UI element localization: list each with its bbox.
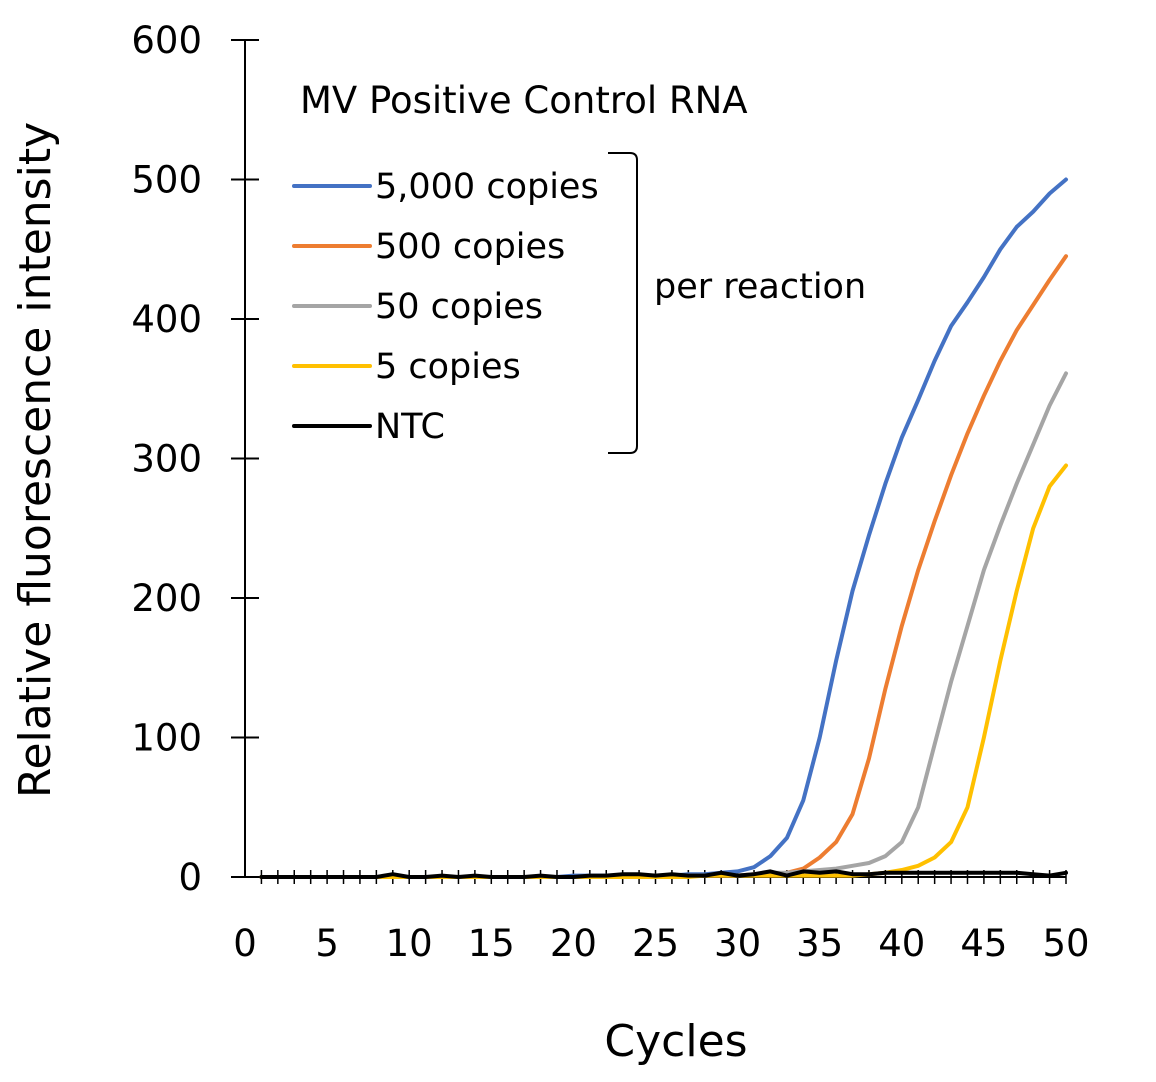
y-tick-label: 500: [131, 159, 202, 202]
chart-title: MV Positive Control RNA: [300, 79, 748, 122]
x-tick-label: 45: [960, 922, 1007, 965]
x-tick-label: 40: [878, 922, 925, 965]
x-tick-label: 5: [315, 922, 339, 965]
x-tick-label: 15: [468, 922, 515, 965]
legend-note: per reaction: [654, 267, 866, 307]
x-tick-label: 10: [386, 922, 433, 965]
y-tick-label: 0: [178, 856, 202, 899]
x-tick-label: 50: [1042, 922, 1089, 965]
x-tick-label: 30: [714, 922, 761, 965]
legend: 5,000 copies 500 copies 50 copies 5 copies N…: [292, 167, 599, 447]
legend-bracket: [608, 152, 638, 454]
legend-label: NTC: [375, 407, 445, 447]
y-tick-label: 200: [131, 577, 202, 620]
axes: 0 100 200 300 400 500 600 0 5 10 15 20 25 30 35 40 45 50: [131, 19, 1089, 965]
x-tick-label: 25: [632, 922, 679, 965]
series-line: [259, 869, 1068, 879]
x-tick-label: 0: [233, 922, 257, 965]
y-axis-title: Relative fluorescence intensity: [10, 122, 61, 798]
legend-label: 50 copies: [375, 287, 543, 327]
y-tick-label: 100: [131, 717, 202, 760]
series-line: [259, 463, 1068, 879]
x-tick-label: 20: [550, 922, 597, 965]
legend-label: 5 copies: [375, 347, 521, 387]
series-line: [259, 371, 1068, 879]
legend-label: 500 copies: [375, 227, 565, 267]
series-layer: [259, 177, 1068, 879]
y-tick-label: 600: [131, 19, 202, 62]
legend-label: 5,000 copies: [375, 167, 599, 207]
x-axis-title: Cycles: [604, 1016, 747, 1067]
y-tick-label: 400: [131, 298, 202, 341]
y-tick-label: 300: [131, 438, 202, 481]
x-tick-label: 35: [796, 922, 843, 965]
